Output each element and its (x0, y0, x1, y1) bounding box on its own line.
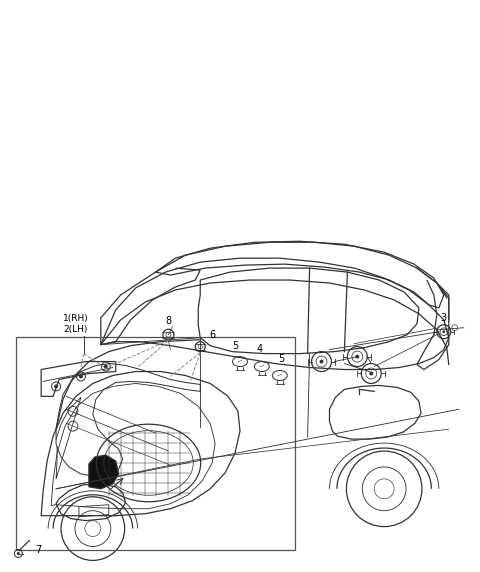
Circle shape (320, 360, 324, 364)
Text: 3: 3 (441, 313, 447, 323)
Circle shape (79, 375, 83, 379)
Text: 5: 5 (278, 353, 285, 364)
Circle shape (17, 552, 20, 555)
Text: 5: 5 (232, 341, 238, 351)
Text: 7: 7 (35, 546, 41, 555)
Polygon shape (89, 455, 119, 489)
Text: 6: 6 (209, 329, 215, 340)
Circle shape (355, 355, 360, 359)
Circle shape (54, 384, 58, 388)
Circle shape (369, 371, 373, 375)
Text: 1(RH)
2(LH): 1(RH) 2(LH) (63, 313, 89, 334)
Circle shape (104, 364, 108, 368)
Text: 8: 8 (165, 316, 171, 326)
Circle shape (443, 331, 445, 333)
Bar (16, 337, 295, 550)
Text: 4: 4 (257, 344, 263, 353)
